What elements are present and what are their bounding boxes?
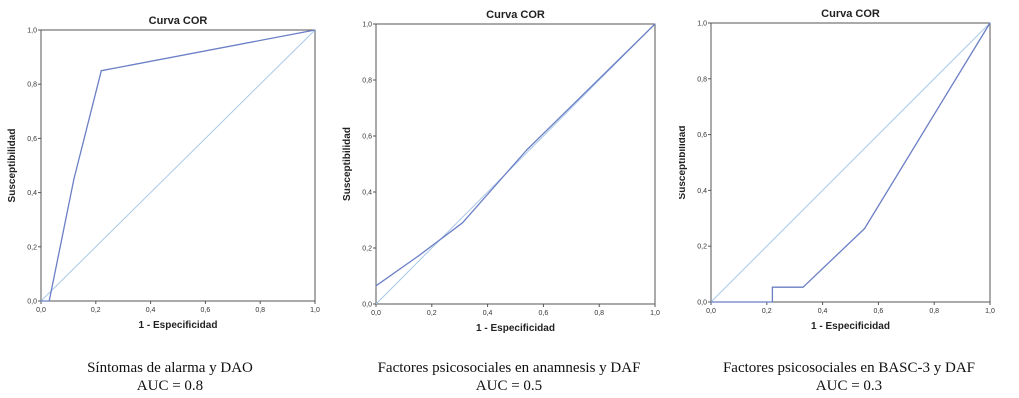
reference-diagonal-line: [710, 22, 991, 303]
plot-frame: [710, 22, 991, 303]
x-tick-label: 0,0: [36, 307, 46, 314]
y-tick-label: 0,6: [362, 134, 372, 141]
roc-point: [771, 286, 773, 288]
x-tick-label: 0,6: [201, 307, 211, 314]
x-axis-label: 1 - Especificidad: [139, 320, 218, 331]
roc-curve-line: [375, 23, 656, 287]
chart-title: Curva COR: [821, 8, 880, 20]
caption-auc-3: AUC = 0.3: [815, 378, 883, 394]
x-axis-label: 1 - Especificidad: [476, 323, 555, 334]
y-tick-label: 0,4: [27, 190, 37, 197]
y-axis-label: Susceptibilidad: [679, 126, 688, 200]
roc-point: [375, 285, 377, 287]
y-tick-label: 1,0: [362, 22, 372, 29]
x-tick-label: 0,2: [91, 307, 101, 314]
y-tick-label: 1,0: [27, 28, 37, 35]
y-tick-label: 0,2: [362, 246, 372, 253]
x-tick-label: 1,0: [310, 307, 320, 314]
y-tick-label: 0,2: [697, 244, 707, 251]
y-tick-label: 0,8: [697, 76, 707, 83]
y-tick-label: 0,6: [27, 136, 37, 143]
x-tick-label: 0,2: [427, 310, 437, 317]
roc-panel-1: Curva COR 0,0 0,2 0,4 0,6 0,8 1,0 0,0 0,2 0,4 0,6 0…: [0, 0, 340, 398]
x-tick-label: 0,8: [255, 307, 265, 314]
roc-panel-2: Curva COR 0,0 0,2 0,4 0,6 0,8 1,0 0,0 0,2 0,4 0,6 0…: [339, 0, 679, 398]
x-tick-label: 0,8: [929, 308, 939, 315]
roc-point: [526, 149, 528, 151]
roc-point: [314, 29, 316, 31]
roc-point: [989, 22, 991, 24]
caption-3: Factores psicosociales en BASC-3 y DAF A…: [679, 359, 1019, 395]
chart-title: Curva COR: [486, 9, 545, 21]
plot-frame: [375, 23, 656, 305]
y-tick-label: 0,0: [27, 299, 37, 306]
caption-auc-1: AUC = 0.8: [136, 378, 204, 394]
roc-point: [100, 70, 102, 72]
y-tick-label: 0,4: [362, 190, 372, 197]
roc-curve-line: [711, 22, 991, 303]
y-tick-label: 0,2: [27, 244, 37, 251]
roc-point: [461, 222, 464, 224]
y-tick-label: 0,8: [27, 82, 37, 89]
roc-chart-2: Curva COR 0,0 0,2 0,4 0,6 0,8 1,0 0,0 0,2 0,4 0,6 0…: [342, 9, 660, 334]
roc-point: [771, 301, 773, 303]
chart-title: Curva COR: [149, 15, 208, 27]
y-tick-label: 0,6: [697, 132, 707, 139]
x-tick-label: 0,0: [706, 308, 716, 315]
x-tick-label: 0,4: [146, 307, 156, 314]
caption-1: Síntomas de alarma y DAO AUC = 0.8: [0, 359, 340, 395]
x-tick-label: 0,4: [818, 308, 828, 315]
x-tick-label: 0,0: [371, 310, 381, 317]
x-tick-label: 1,0: [650, 310, 660, 317]
y-tick-label: 0,8: [362, 78, 372, 85]
roc-point: [417, 255, 419, 257]
y-tick-label: 0,4: [697, 188, 707, 195]
roc-point: [40, 300, 42, 302]
x-tick-label: 0,6: [874, 308, 884, 315]
y-tick-label: 0,0: [697, 300, 707, 307]
roc-chart-1: Curva COR 0,0 0,2 0,4 0,6 0,8 1,0 0,0 0,2 0,4 0,6 0…: [7, 15, 320, 331]
caption-title-1: Síntomas de alarma y DAO: [87, 360, 253, 376]
caption-title-2: Factores psicosociales en anamnesis y DA…: [377, 360, 641, 376]
roc-panel-3: Curva COR 0,0 0,2 0,4 0,6 0,8 1,0 0,0 0,2 0,4 0,6 0…: [679, 0, 1019, 398]
roc-point: [48, 300, 50, 302]
y-tick-label: 1,0: [697, 21, 707, 28]
roc-point: [863, 228, 866, 230]
y-tick-label: 0,0: [362, 302, 372, 309]
x-tick-label: 0,8: [594, 310, 604, 317]
roc-point: [654, 23, 656, 25]
x-tick-label: 1,0: [985, 308, 995, 315]
caption-title-3: Factores psicosociales en BASC-3 y DAF: [722, 360, 976, 376]
x-tick-label: 0,6: [539, 310, 549, 317]
x-tick-label: 0,4: [483, 310, 493, 317]
reference-diagonal-line: [375, 23, 656, 305]
roc-point: [802, 286, 804, 288]
roc-point: [710, 301, 712, 303]
reference-diagonal-line: [40, 29, 316, 302]
y-axis-label: Susceptibilidad: [7, 129, 18, 203]
plot-frame: [40, 29, 316, 302]
roc-point: [73, 178, 75, 180]
roc-chart-3: Curva COR 0,0 0,2 0,4 0,6 0,8 1,0 0,0 0,2 0,4 0,6 0…: [679, 8, 995, 332]
caption-auc-2: AUC = 0.5: [475, 378, 543, 394]
y-axis-label: Susceptibilidad: [342, 127, 353, 201]
x-axis-label: 1 - Especificidad: [811, 321, 890, 332]
x-tick-label: 0,2: [762, 308, 772, 315]
caption-2: Factores psicosociales en anamnesis y DA…: [339, 359, 679, 395]
